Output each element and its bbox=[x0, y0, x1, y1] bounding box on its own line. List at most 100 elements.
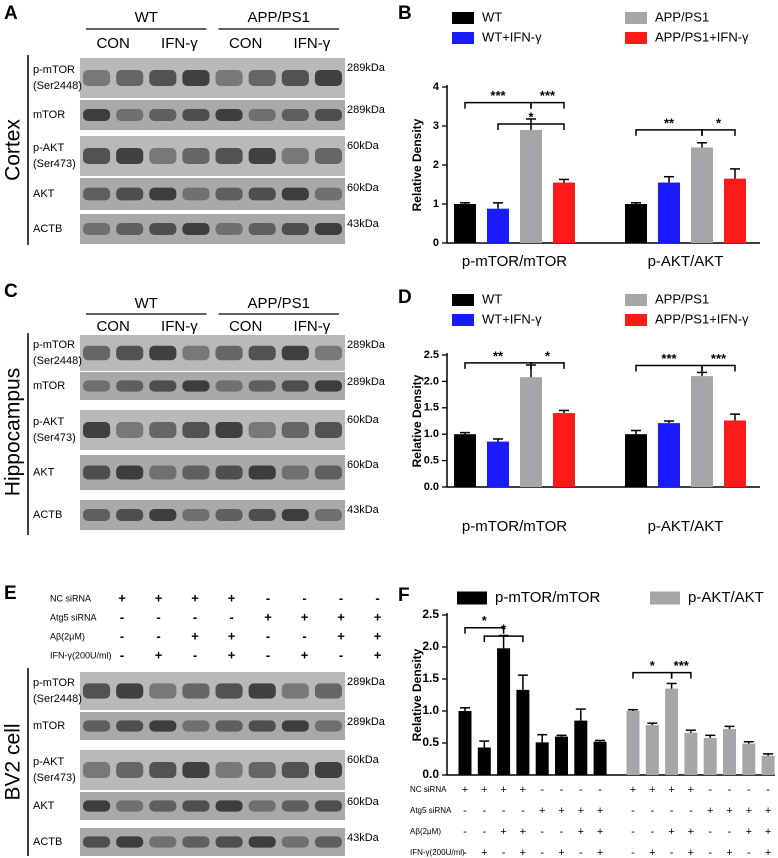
row-label: mTOR bbox=[33, 109, 65, 121]
bar bbox=[645, 725, 659, 775]
legend-label: APP/PS1 bbox=[655, 9, 709, 24]
condition-sign: + bbox=[558, 847, 564, 858]
condition-sign: - bbox=[482, 805, 486, 817]
blot-band bbox=[314, 509, 342, 521]
blot-band bbox=[149, 148, 177, 164]
blot-band bbox=[83, 509, 111, 521]
treatment-sign: + bbox=[155, 647, 163, 662]
legend-label: APP/PS1 bbox=[655, 291, 709, 306]
size-label: 60kDa bbox=[347, 182, 380, 194]
blot-band bbox=[314, 148, 342, 164]
condition-sign: + bbox=[765, 826, 771, 838]
blot-band bbox=[116, 380, 144, 392]
condition-sign: + bbox=[500, 826, 506, 838]
legend-label: WT bbox=[482, 9, 502, 24]
row-label: (Ser473) bbox=[33, 432, 76, 444]
blot-band bbox=[83, 422, 111, 438]
condition-sign: + bbox=[520, 847, 526, 858]
blot-band bbox=[248, 422, 276, 438]
treatment-sign: - bbox=[266, 647, 270, 662]
size-label: 289kDa bbox=[347, 376, 386, 388]
condition-label: CON bbox=[229, 35, 262, 52]
blot-band bbox=[314, 836, 342, 848]
condition-sign: + bbox=[746, 805, 752, 817]
blot-band bbox=[314, 223, 342, 235]
blot-band bbox=[281, 465, 309, 480]
condition-sign: - bbox=[747, 847, 751, 858]
blot-band bbox=[83, 465, 111, 480]
blot-band bbox=[314, 109, 342, 121]
blot-band bbox=[149, 836, 177, 848]
treatment-sign: - bbox=[339, 590, 343, 605]
blot-band bbox=[314, 70, 342, 86]
treatment-sign: + bbox=[191, 590, 199, 605]
y-tick-label: 4 bbox=[433, 81, 440, 93]
blot-band bbox=[281, 70, 309, 86]
blot-band bbox=[116, 70, 144, 86]
significance-bracket bbox=[464, 627, 505, 634]
blot-band bbox=[83, 720, 111, 732]
condition-sign: + bbox=[649, 847, 655, 858]
blot-band bbox=[281, 683, 309, 699]
blot-band bbox=[248, 683, 276, 699]
blot-band bbox=[83, 800, 111, 812]
blot-band bbox=[149, 683, 177, 699]
significance-bracket bbox=[464, 101, 532, 109]
y-tick-label: 0.0 bbox=[422, 767, 439, 781]
size-label: 289kDa bbox=[347, 339, 386, 351]
condition-sign: + bbox=[481, 784, 487, 796]
y-tick-label: 1.5 bbox=[424, 402, 439, 414]
group-label: APP/PS1 bbox=[247, 9, 310, 26]
blot-band bbox=[215, 509, 243, 521]
significance-bracket bbox=[670, 671, 692, 679]
treatment-label: Aβ(2μM) bbox=[50, 631, 85, 641]
blot-band bbox=[182, 70, 210, 86]
bar bbox=[691, 147, 713, 243]
treatment-sign: + bbox=[337, 628, 345, 643]
condition-sign: + bbox=[765, 805, 771, 817]
treatment-sign: - bbox=[193, 647, 197, 662]
blot-band bbox=[149, 380, 177, 392]
treatment-sign: - bbox=[266, 628, 270, 643]
row-label: AKT bbox=[33, 800, 55, 812]
blot-band bbox=[215, 720, 243, 732]
treatment-sign: + bbox=[374, 628, 382, 643]
y-tick-label: 2.5 bbox=[422, 607, 439, 621]
bar bbox=[742, 743, 756, 775]
treatment-sign: + bbox=[228, 628, 236, 643]
condition-sign: - bbox=[560, 784, 564, 796]
blot-band bbox=[314, 720, 342, 732]
blot-band bbox=[182, 720, 210, 732]
legend-label: p-AKT/AKT bbox=[688, 589, 764, 606]
bar bbox=[724, 420, 746, 487]
condition-sign: - bbox=[540, 784, 544, 796]
size-label: 60kDa bbox=[347, 140, 380, 152]
bar bbox=[535, 742, 549, 775]
y-axis-label: Relative Density bbox=[410, 648, 424, 741]
condition-label: CON bbox=[96, 35, 129, 52]
row-label: mTOR bbox=[33, 380, 65, 392]
size-label: 60kDa bbox=[347, 414, 380, 426]
blot-band bbox=[149, 109, 177, 121]
bar bbox=[454, 204, 476, 243]
blot-band bbox=[248, 465, 276, 480]
blot-band bbox=[149, 187, 177, 201]
size-label: 289kDa bbox=[347, 716, 386, 728]
bar bbox=[553, 413, 575, 487]
treatment-sign: + bbox=[374, 647, 382, 662]
blot-band bbox=[116, 422, 144, 438]
blot-band bbox=[83, 762, 111, 778]
condition-sign: - bbox=[540, 826, 544, 838]
condition-sign: + bbox=[688, 847, 694, 858]
condition-sign: - bbox=[670, 847, 674, 858]
condition-sign: + bbox=[726, 805, 732, 817]
legend-swatch bbox=[452, 294, 474, 306]
blot-band bbox=[248, 223, 276, 235]
row-label: (Ser2448) bbox=[33, 355, 82, 367]
bar bbox=[703, 737, 717, 775]
treatment-label: Atg5 siRNA bbox=[50, 612, 97, 622]
treatment-sign: - bbox=[266, 590, 270, 605]
bar bbox=[555, 736, 568, 775]
blot-band bbox=[182, 465, 210, 480]
